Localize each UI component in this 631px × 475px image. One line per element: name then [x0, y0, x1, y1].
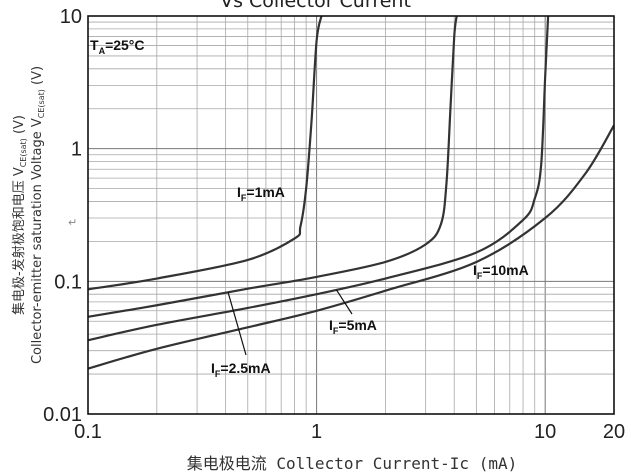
return-mark: ↵ — [68, 216, 77, 229]
plot-frame — [87, 15, 615, 415]
y-axis-label-en: Collector-emitter saturation Voltage VCE… — [30, 66, 46, 364]
y-tick-label: 1 — [71, 139, 82, 161]
annotation-if-1ma: IF=1mA — [237, 184, 285, 203]
x-axis-label: 集电极电流 Collector Current-Ic (mA) — [187, 454, 517, 473]
chart-title: Vs Collector Current — [220, 0, 411, 12]
series-line-if5 — [87, 15, 550, 342]
series-line-if10 — [87, 124, 615, 370]
series-line-if25 — [87, 15, 458, 318]
y-tick-label: 10 — [60, 6, 82, 28]
annotation-temperature: TA=25°C — [90, 37, 145, 56]
annotation-if-2-5ma: IF=2.5mA — [211, 360, 271, 379]
x-tick-label: 20 — [603, 421, 625, 443]
y-axis-label-cn: 集电极-发射极饱和电压 VCE(sat) (V) — [11, 115, 28, 315]
pointer-if-5ma — [335, 289, 353, 315]
series-lines — [87, 15, 615, 370]
y-tick-label: 0.1 — [54, 271, 82, 293]
x-tick-label: 0.1 — [74, 421, 102, 443]
label-pointers — [227, 289, 353, 356]
pointer-if-2-5ma — [227, 292, 247, 356]
annotation-if-5ma: IF=5mA — [329, 317, 377, 336]
series-line-if1 — [87, 15, 323, 291]
x-tick-label: 10 — [534, 421, 556, 443]
y-tick-label: 0.01 — [43, 404, 82, 426]
grid — [87, 16, 615, 415]
x-tick-label: 1 — [311, 421, 322, 443]
annotation-if-10ma: IF=10mA — [473, 262, 529, 281]
